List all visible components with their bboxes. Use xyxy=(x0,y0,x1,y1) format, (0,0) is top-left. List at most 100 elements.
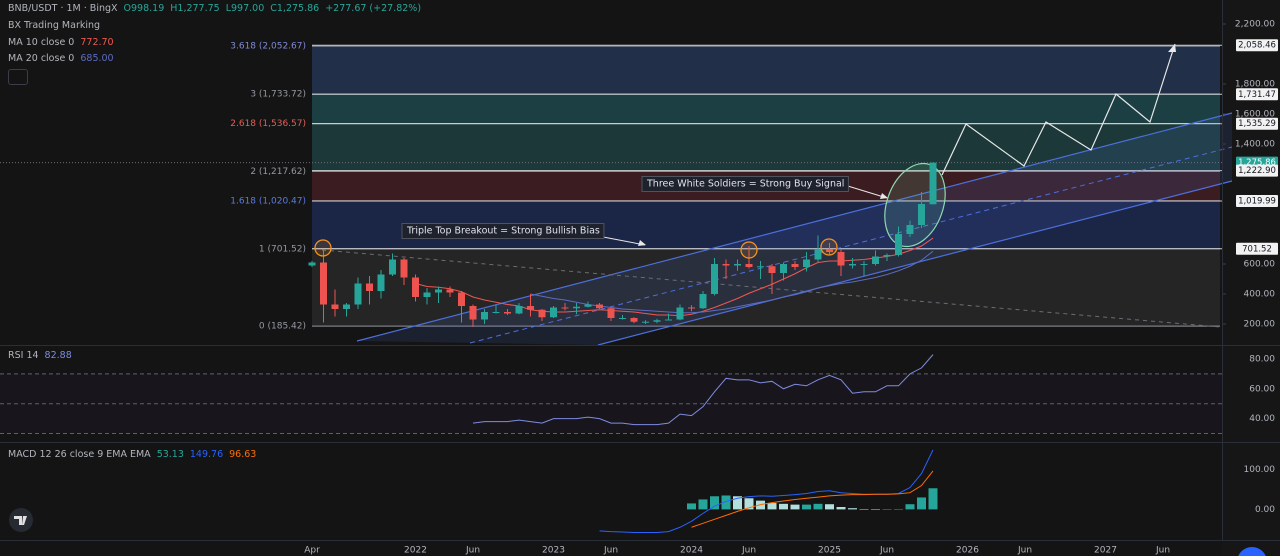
marks xyxy=(308,162,938,533)
x-tick-label: Apr xyxy=(304,546,320,556)
candle-body xyxy=(573,306,580,309)
fib-label: 3.618 (2,052.67) xyxy=(230,42,306,52)
y-tick-label: 600.00 xyxy=(1244,260,1276,270)
x-tick-label: 2023 xyxy=(542,546,565,556)
candle-body xyxy=(803,259,810,267)
price-box xyxy=(1236,117,1278,130)
channel-fill xyxy=(357,113,1232,345)
annotation: Triple Top Breakout = Strong Bullish Bia… xyxy=(406,226,600,237)
low: L997.00 xyxy=(225,3,265,14)
candle-body xyxy=(734,264,741,266)
top-marker xyxy=(740,241,758,259)
macd-histogram-bar xyxy=(813,503,823,510)
fib-label: 1 (701.52) xyxy=(259,244,306,254)
macd-histogram-bar xyxy=(905,504,915,510)
candle-body xyxy=(768,266,776,273)
price-box-label: 1,731.47 xyxy=(1238,90,1276,100)
macd-histogram-bar xyxy=(733,496,742,510)
candle-body xyxy=(377,274,385,291)
fib-zone xyxy=(312,46,1220,94)
collapse-button[interactable] xyxy=(8,69,28,85)
price-box-label: 1,222.90 xyxy=(1238,166,1276,176)
candle-body xyxy=(331,304,339,309)
legend-name[interactable]: RSI 14 xyxy=(8,350,39,361)
action-button[interactable] xyxy=(1237,547,1267,556)
rsi-legend: RSI 14 82.88 xyxy=(8,350,72,361)
indicator-name[interactable]: BX Trading Marking xyxy=(8,20,101,31)
legend-name[interactable]: MA 10 close 0 xyxy=(8,37,75,48)
candle-body xyxy=(918,204,925,225)
legend-name[interactable]: MACD 12 26 close 9 EMA EMA xyxy=(8,449,151,460)
candle-body xyxy=(906,225,914,234)
x-tick-label: 2027 xyxy=(1094,546,1117,556)
candle-body xyxy=(354,283,362,305)
candle-body xyxy=(412,277,419,297)
x-tick-label: Jun xyxy=(465,546,480,556)
candle-body xyxy=(584,304,592,307)
candle-body xyxy=(596,304,603,309)
candle-body xyxy=(550,307,557,318)
symbol[interactable]: BNB/USDT · 1M · BingX xyxy=(8,3,118,14)
macd-histogram-bar xyxy=(836,507,846,510)
fib-label: 2.618 (1,536.57) xyxy=(230,119,306,129)
projection-arrowhead xyxy=(1168,44,1176,52)
candle-body xyxy=(389,259,396,275)
candle-body xyxy=(446,289,454,293)
price-box-label: 701.52 xyxy=(1242,244,1272,254)
candle-body xyxy=(699,294,707,309)
annotation-arrowhead xyxy=(638,240,646,246)
candle-body xyxy=(849,264,856,266)
candle-body xyxy=(665,319,672,321)
y-tick-label: 1,400.00 xyxy=(1235,140,1275,150)
fib-label: 0 (185.42) xyxy=(259,322,306,332)
candle-body xyxy=(814,249,822,260)
downtrend-line xyxy=(321,249,1221,328)
macd-histogram-bar xyxy=(871,509,880,510)
legend-value: 772.70 xyxy=(80,37,114,48)
open: O998.19 xyxy=(123,3,165,14)
top-marker xyxy=(314,239,332,257)
logo-mark xyxy=(14,516,27,525)
price-box-label: 1,275.86 xyxy=(1238,158,1276,168)
legend-value: 149.76 xyxy=(189,449,224,460)
price-box xyxy=(1236,195,1278,208)
candle-body xyxy=(872,256,879,264)
channel-upper xyxy=(356,112,1233,342)
y-tick-label: 100.00 xyxy=(1244,465,1276,475)
fib-label: 3 (1,733.72) xyxy=(250,89,306,99)
annotation-box xyxy=(401,223,605,239)
candle-body xyxy=(515,306,523,314)
indicator-legend: BX Trading Marking xyxy=(8,20,100,31)
ma-legend: MA 10 close 0 772.70 xyxy=(8,37,114,48)
x-tick-label: 2025 xyxy=(818,546,841,556)
candle-body xyxy=(688,307,695,309)
legend-value: 82.88 xyxy=(44,350,72,361)
macd-histogram-bar xyxy=(825,504,834,510)
legend-value: 96.63 xyxy=(229,449,257,460)
legend-value: 53.13 xyxy=(156,449,184,460)
macd-histogram-bar xyxy=(894,508,903,510)
candle-body xyxy=(435,289,442,293)
candle-body xyxy=(619,318,626,319)
fib-label: 2 (1,217.62) xyxy=(250,167,306,177)
candle-body xyxy=(527,306,534,310)
macd-histogram-bar xyxy=(779,503,788,510)
x-tick-label: Jun xyxy=(879,546,894,556)
candle-body xyxy=(607,308,615,318)
legend-name[interactable]: MA 20 close 0 xyxy=(8,53,75,64)
x-tick-label: 2022 xyxy=(404,546,427,556)
annotation-box xyxy=(641,176,849,192)
price-box xyxy=(1236,88,1278,101)
price-box xyxy=(1236,164,1278,177)
header: BNB/USDT · 1M · BingX O998.19 H1,277.75 … xyxy=(8,3,421,14)
candle-body xyxy=(895,234,902,255)
change: +277.67 (+27.82%) xyxy=(325,3,422,14)
y-tick-label: 1,600.00 xyxy=(1235,110,1275,120)
macd-histogram-bar xyxy=(721,495,731,510)
candle-body xyxy=(504,312,511,314)
x-tick-label: Jun xyxy=(1155,546,1170,556)
candle-body xyxy=(791,264,799,267)
candle-body xyxy=(929,162,937,205)
y-tick-label: 80.00 xyxy=(1249,354,1275,364)
